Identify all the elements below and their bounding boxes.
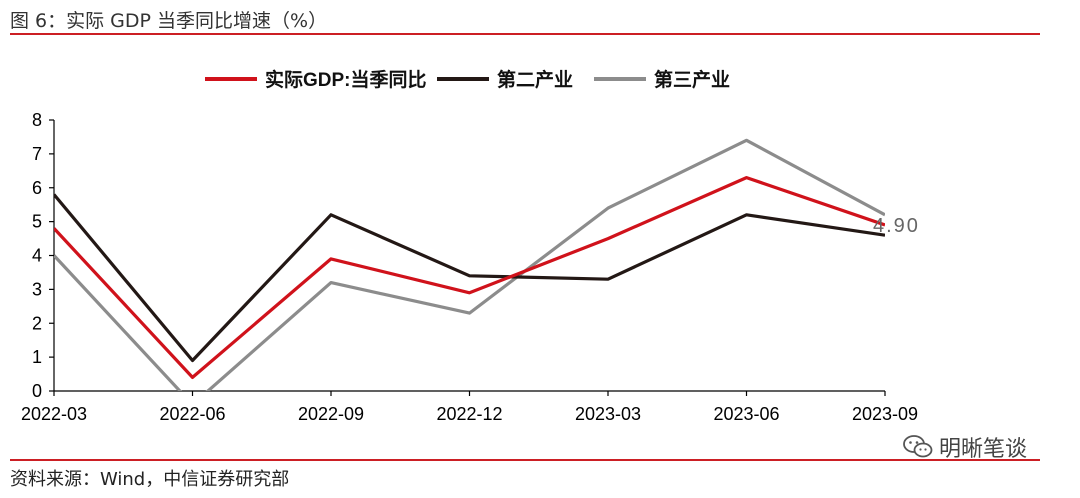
y-tick-label: 1 [32, 347, 42, 367]
y-tick-label: 5 [32, 212, 42, 232]
x-tick-label: 2023-03 [575, 404, 641, 424]
x-tick-label: 2023-06 [713, 404, 779, 424]
footer-rule [10, 459, 1040, 461]
watermark-text: 明晰笔谈 [939, 437, 1028, 462]
x-tick-label: 2022-06 [159, 404, 225, 424]
y-axis: 0 1 2 3 4 5 6 7 8 [32, 110, 55, 401]
legend-label: 第二产业 [497, 68, 573, 91]
source-note: 资料来源：Wind，中信证券研究部 [10, 469, 290, 490]
series-lines [54, 138, 885, 391]
x-tick-label: 2022-09 [298, 404, 364, 424]
y-tick-label: 3 [32, 279, 42, 299]
series-line-2 [54, 138, 885, 391]
y-tick-label: 8 [32, 110, 42, 130]
series-line-0 [54, 176, 885, 379]
watermark: 明晰笔谈 [903, 431, 1027, 463]
series-line-1 [54, 193, 885, 363]
chart-annotations: 4.90 [873, 215, 920, 237]
legend-label: 第三产业 [654, 68, 730, 91]
figure-title: 图 6：实际 GDP 当季同比增速（%） [10, 10, 328, 32]
data-label: 4.90 [873, 215, 920, 237]
y-tick-label: 7 [32, 144, 42, 164]
legend-label: 实际GDP:当季同比 [265, 68, 427, 91]
x-tick-label: 2022-03 [21, 404, 87, 424]
wechat-icon [903, 435, 933, 458]
x-tick-label: 2022-12 [436, 404, 502, 424]
y-tick-label: 6 [32, 178, 42, 198]
y-tick-label: 2 [32, 313, 42, 333]
header-rule [10, 33, 1040, 35]
y-tick-label: 4 [32, 246, 42, 266]
chart-legend: 实际GDP:当季同比 第二产业 第三产业 [205, 68, 730, 91]
x-axis: 2022-03 2022-06 2022-09 2022-12 2023-03 2023-… [21, 390, 918, 424]
y-tick-label: 0 [32, 381, 42, 401]
x-tick-label: 2023-09 [852, 404, 918, 424]
